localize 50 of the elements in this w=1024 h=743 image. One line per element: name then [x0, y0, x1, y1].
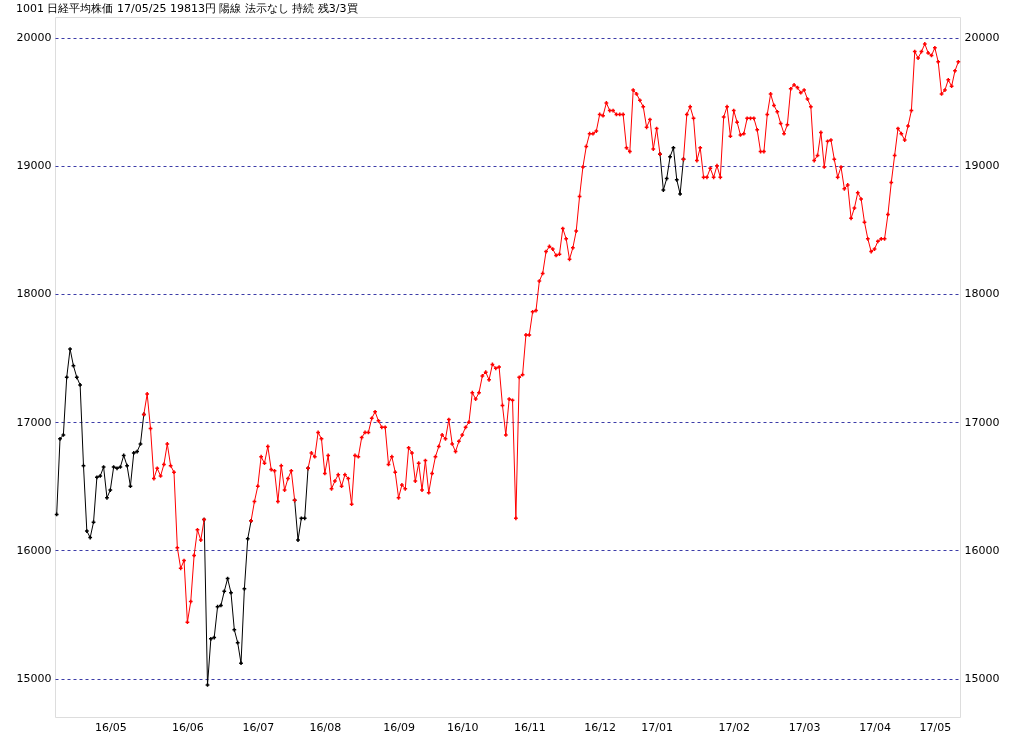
- point: [229, 590, 233, 595]
- x-tick-label: 17/04: [859, 720, 891, 734]
- y-tick-label: 20000: [16, 31, 52, 45]
- point: [668, 154, 672, 159]
- x-tick-label: 16/10: [446, 720, 479, 734]
- point: [131, 451, 136, 455]
- x-tick-label: 16/12: [584, 720, 617, 734]
- y-tick-label: 18000: [16, 287, 52, 301]
- point: [239, 661, 243, 666]
- point: [84, 529, 89, 533]
- point: [118, 465, 123, 469]
- point: [58, 436, 62, 441]
- point: [232, 627, 237, 632]
- point: [296, 538, 300, 542]
- x-tick-label: 17/01: [641, 720, 674, 734]
- x-tick-label: 16/11: [513, 720, 546, 734]
- x-tick-label: 16/07: [242, 720, 275, 734]
- point: [678, 192, 682, 196]
- y-tick-label: 15000: [16, 672, 52, 686]
- x-tick-label: 16/05: [94, 720, 127, 734]
- point: [125, 463, 129, 468]
- y2-tick-label: 15000: [964, 672, 1000, 686]
- point: [115, 466, 119, 471]
- point: [208, 636, 213, 641]
- point: [95, 475, 99, 480]
- point: [661, 188, 666, 192]
- x-tick-label: 17/03: [788, 720, 821, 734]
- y2-tick-label: 17000: [964, 415, 1000, 429]
- y2-tick-label: 19000: [964, 159, 1000, 173]
- point: [111, 465, 116, 469]
- point: [105, 495, 109, 500]
- y-tick-label: 16000: [16, 543, 52, 557]
- y2-tick-label: 16000: [964, 543, 1000, 557]
- point: [98, 474, 103, 478]
- x-tick-label: 16/06: [172, 720, 204, 734]
- point: [78, 383, 83, 387]
- point: [245, 536, 250, 541]
- x-tick-label: 17/02: [718, 720, 751, 734]
- y-tick-label: 17000: [16, 415, 52, 429]
- point: [108, 488, 113, 492]
- y-tick-label: 19000: [16, 159, 52, 173]
- y2-tick-label: 20000: [964, 31, 1000, 45]
- x-tick-label: 16/09: [383, 720, 415, 734]
- point: [68, 347, 72, 351]
- point: [674, 177, 679, 182]
- chart-title: 1001 日経平均株価 17/05/25 19813円 陽線 法示なし 持続 残3/3買: [16, 2, 358, 15]
- y2-tick-label: 18000: [964, 287, 1000, 301]
- point: [74, 375, 79, 380]
- x-tick-label: 16/08: [309, 720, 342, 734]
- x-tick-label: 17/05: [919, 720, 952, 734]
